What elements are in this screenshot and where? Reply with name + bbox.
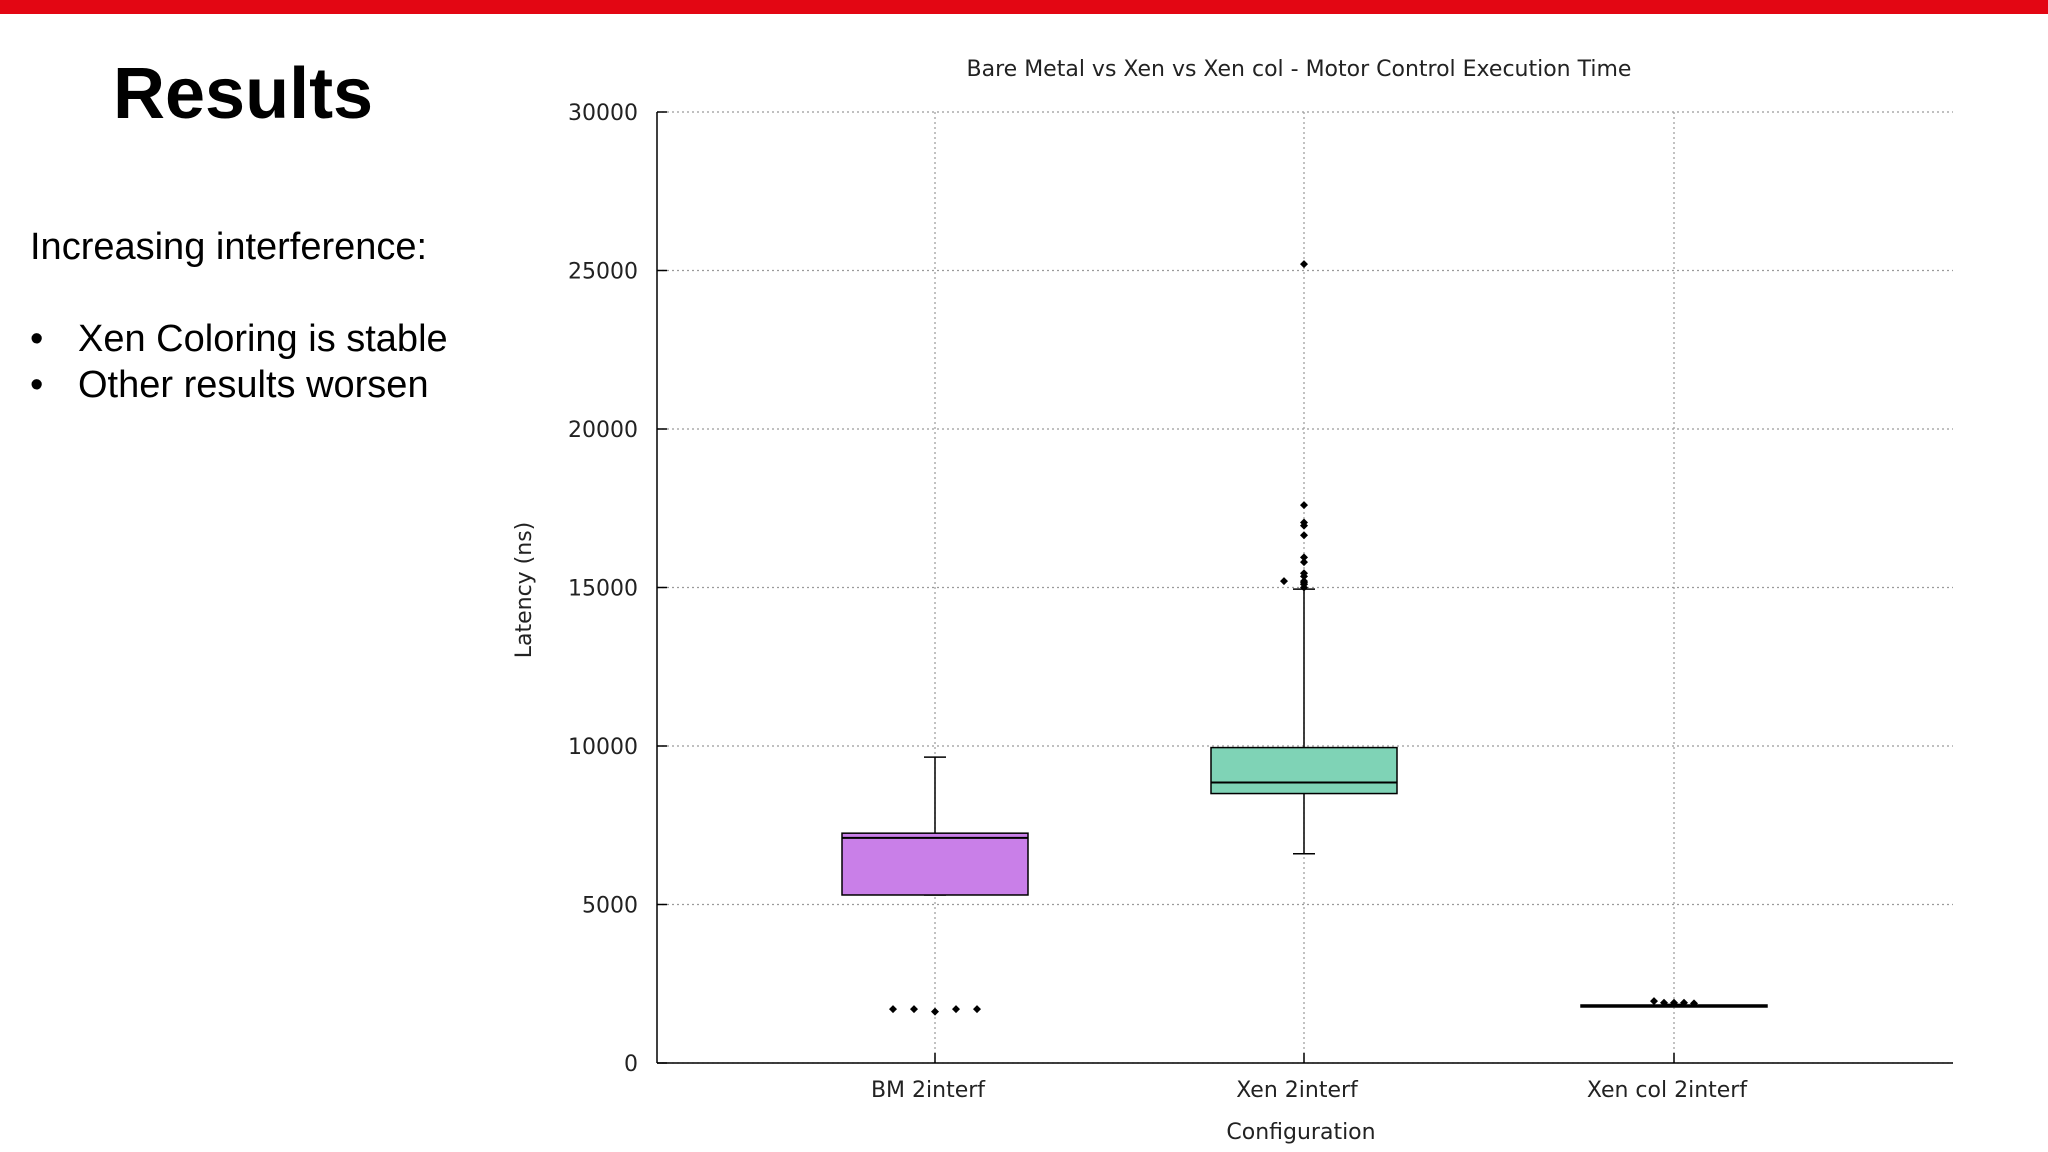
bullet-glyph: • xyxy=(30,364,44,406)
outlier-point xyxy=(1660,998,1668,1007)
box-1 xyxy=(841,756,1029,1016)
y-tick-label: 5000 xyxy=(582,894,638,919)
outlier-point xyxy=(1300,501,1308,510)
outlier-point xyxy=(1680,998,1688,1007)
x-tick-label: BM 2interf xyxy=(871,1078,986,1103)
outlier-point xyxy=(1670,998,1678,1007)
y-axis-label: Latency (ns) xyxy=(512,522,537,659)
boxes xyxy=(841,260,1768,1016)
bullet-item: • Other results worsen xyxy=(30,362,448,408)
outlier-point xyxy=(1300,531,1308,540)
outlier-point xyxy=(889,1005,897,1014)
bullet-glyph: • xyxy=(30,318,44,360)
outlier-point xyxy=(952,1005,960,1014)
outlier-point xyxy=(1300,572,1308,581)
bullet-text: Xen Coloring is stable xyxy=(78,318,448,360)
y-tick-label: 15000 xyxy=(568,577,638,602)
outlier-point xyxy=(1280,577,1288,586)
intro-text: Increasing interference: xyxy=(30,226,428,268)
box-3 xyxy=(1580,997,1768,1008)
chart-title: Bare Metal vs Xen vs Xen col - Motor Con… xyxy=(967,57,1632,82)
bullet-list: • Xen Coloring is stable • Other results w… xyxy=(30,316,448,408)
outlier-point xyxy=(1300,521,1308,530)
y-tick-label: 20000 xyxy=(568,418,638,443)
outlier-point xyxy=(1300,558,1308,567)
outlier-point xyxy=(973,1005,981,1014)
box-2 xyxy=(1210,260,1398,855)
x-axis-label: Configuration xyxy=(1226,1120,1375,1145)
x-tick-label: Xen 2interf xyxy=(1236,1078,1359,1103)
outlier-point xyxy=(1300,260,1308,269)
box-body xyxy=(841,832,1029,896)
top-accent-bar xyxy=(0,0,2048,14)
slide-title: Results xyxy=(113,54,374,134)
outlier-point xyxy=(1650,997,1658,1006)
box-body xyxy=(1210,746,1398,795)
bullet-text: Other results worsen xyxy=(78,364,429,406)
y-tick-label: 0 xyxy=(624,1052,638,1077)
y-tick-label: 25000 xyxy=(568,260,638,285)
outlier-point xyxy=(1300,583,1308,592)
y-tick-label: 30000 xyxy=(568,101,638,126)
outlier-point xyxy=(910,1005,918,1014)
y-tick-label: 10000 xyxy=(568,735,638,760)
outlier-point xyxy=(1300,553,1308,562)
bullet-item: • Xen Coloring is stable xyxy=(30,316,448,362)
outlier-point xyxy=(931,1007,939,1016)
axes: 0 5000 10000 15000 20000 25000 30000 BM 2interf… xyxy=(568,101,1953,1103)
x-tick-label: Xen col 2interf xyxy=(1587,1078,1748,1103)
outlier-point xyxy=(1690,999,1698,1008)
